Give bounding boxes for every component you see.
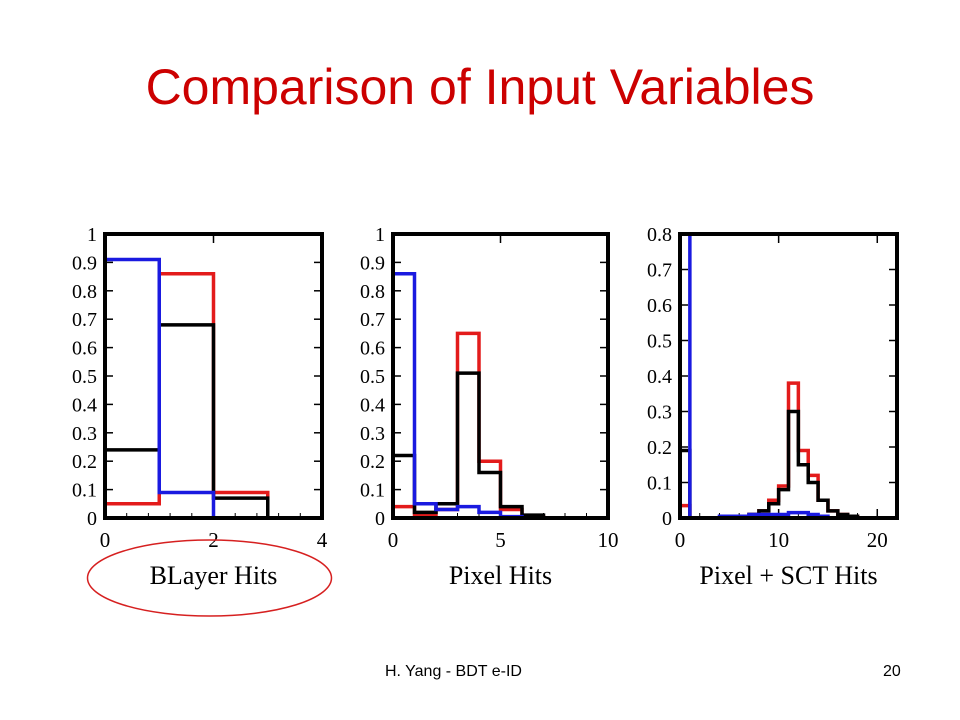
x-tick-label: 4	[317, 528, 328, 552]
y-tick-label: 0.1	[647, 473, 672, 495]
x-tick-label: 0	[100, 528, 111, 552]
x-tick-label: 10	[768, 528, 789, 552]
footer-author: H. Yang - BDT e-ID	[385, 663, 522, 680]
highlight-ellipse	[86, 539, 333, 617]
y-tick-label: 1	[375, 224, 385, 246]
x-axis-label: Pixel Hits	[449, 561, 552, 590]
y-tick-label: 0	[662, 508, 672, 530]
histogram-black	[678, 409, 897, 520]
y-tick-label: 0.4	[647, 366, 672, 388]
y-tick-label: 0.1	[72, 480, 97, 502]
x-tick-label: 0	[675, 528, 686, 552]
y-tick-label: 0.8	[647, 224, 672, 246]
y-tick-label: 0.9	[72, 252, 97, 274]
y-tick-label: 0.8	[72, 281, 97, 303]
x-tick-label: 5	[495, 528, 506, 552]
y-tick-label: 0.5	[360, 366, 385, 388]
y-tick-label: 0	[87, 508, 97, 530]
y-tick-label: 0.7	[72, 309, 97, 331]
y-tick-label: 0.7	[360, 309, 385, 331]
y-tick-label: 0.8	[360, 281, 385, 303]
x-tick-label: 0	[388, 528, 399, 552]
y-tick-label: 0.6	[647, 295, 672, 317]
plot-frame	[391, 232, 610, 520]
y-tick-label: 0.5	[647, 331, 672, 353]
y-tick-label: 0.3	[72, 423, 97, 445]
x-tick-label: 20	[867, 528, 888, 552]
y-tick-label: 0.1	[360, 480, 385, 502]
y-tick-label: 0.6	[360, 338, 385, 360]
y-tick-label: 0.9	[360, 252, 385, 274]
y-tick-label: 0.7	[647, 260, 672, 282]
y-tick-label: 0.6	[72, 338, 97, 360]
y-tick-label: 0.5	[72, 366, 97, 388]
plot-frame	[103, 232, 324, 520]
x-tick-label: 10	[598, 528, 619, 552]
y-tick-label: 0.4	[72, 394, 97, 416]
y-tick-label: 0	[375, 508, 385, 530]
plot-frame	[678, 232, 899, 520]
y-tick-label: 1	[87, 224, 97, 246]
y-tick-label: 0.2	[72, 451, 97, 473]
y-tick-label: 0.2	[647, 437, 672, 459]
page-number: 20	[883, 663, 901, 680]
y-tick-label: 0.2	[360, 451, 385, 473]
x-axis-label: BLayer Hits	[150, 561, 278, 590]
x-axis-label: Pixel + SCT Hits	[699, 561, 877, 590]
histogram-black	[391, 371, 608, 520]
y-tick-label: 0.3	[360, 423, 385, 445]
slide-title: Comparison of Input Variables	[145, 59, 815, 115]
y-tick-label: 0.3	[647, 402, 672, 424]
y-tick-label: 0.4	[360, 394, 385, 416]
histogram-black	[103, 323, 322, 520]
